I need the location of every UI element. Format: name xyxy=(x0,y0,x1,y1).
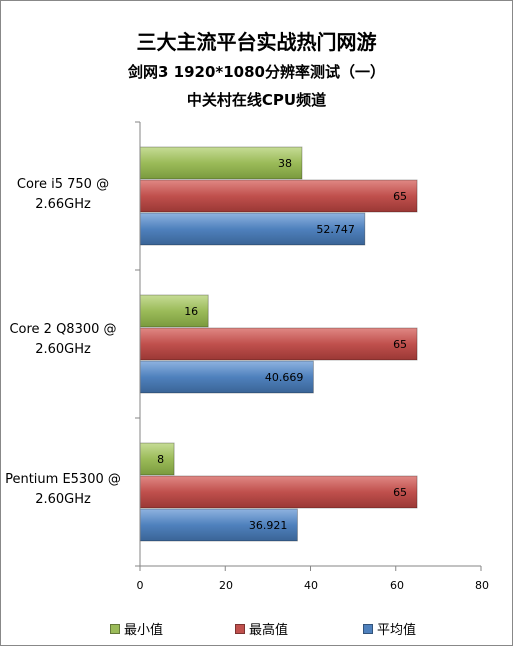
legend-item-avg: 平均值 xyxy=(363,619,416,638)
bars-group: 38 65 52.747 16 65 40.669 8 65 36.921 xyxy=(139,146,418,542)
category-label-1-line2: 2.60GHz xyxy=(35,342,91,357)
category-label-0: Core i5 750 @ 2.66GHz xyxy=(0,175,133,215)
x-tick-label-4: 80 xyxy=(475,579,489,592)
data-label-max-1: 65 xyxy=(393,338,407,351)
legend-swatch-min xyxy=(110,624,120,634)
x-tick-label-0: 0 xyxy=(136,579,144,592)
data-label-max-0: 65 xyxy=(393,190,407,203)
data-label-avg-2: 36.921 xyxy=(249,519,288,532)
chart-title: 三大主流平台实战热门网游 xyxy=(136,30,377,54)
legend-swatch-max xyxy=(235,624,245,634)
category-label-0-line1: Core i5 750 @ xyxy=(16,177,110,192)
category-label-1: Core 2 Q8300 @ 2.60GHz xyxy=(0,320,133,360)
bar-min-2 xyxy=(139,442,175,476)
category-label-0-line2: 2.66GHz xyxy=(35,197,91,212)
data-label-max-2: 65 xyxy=(393,486,407,499)
chart-subtitle: 剑网3 1920*1080分辨率测试（一） xyxy=(127,63,385,81)
category-label-2-line2: 2.60GHz xyxy=(35,492,91,507)
chart-source: 中关村在线CPU频道 xyxy=(186,91,327,109)
legend-swatch-avg xyxy=(363,624,373,634)
x-tick-label-2: 40 xyxy=(304,579,318,592)
category-label-2: Pentium E5300 @ 2.60GHz xyxy=(0,470,133,510)
bar-avg-0 xyxy=(139,212,366,246)
axes-group xyxy=(135,121,482,571)
legend-item-max: 最高值 xyxy=(235,619,288,638)
data-label-avg-0: 52.747 xyxy=(316,223,355,236)
x-tick-label-3: 60 xyxy=(390,579,404,592)
legend-label-avg: 平均值 xyxy=(377,623,417,638)
bar-avg-1 xyxy=(139,360,314,394)
data-label-avg-1: 40.669 xyxy=(265,371,304,384)
bar-max-2 xyxy=(139,475,418,509)
data-label-min-1: 16 xyxy=(184,305,198,318)
legend-label-max: 最高值 xyxy=(249,623,289,638)
legend-label-min: 最小值 xyxy=(124,623,164,638)
bar-max-0 xyxy=(139,179,418,213)
data-label-min-2: 8 xyxy=(157,453,164,466)
bar-avg-2 xyxy=(139,508,298,542)
category-label-1-line1: Core 2 Q8300 @ xyxy=(9,322,117,337)
bar-min-1 xyxy=(139,294,209,328)
data-label-min-0: 38 xyxy=(278,157,292,170)
legend-item-min: 最小值 xyxy=(110,619,163,638)
x-tick-label-1: 20 xyxy=(219,579,233,592)
category-label-2-line1: Pentium E5300 @ xyxy=(5,472,121,487)
bar-max-1 xyxy=(139,327,418,361)
